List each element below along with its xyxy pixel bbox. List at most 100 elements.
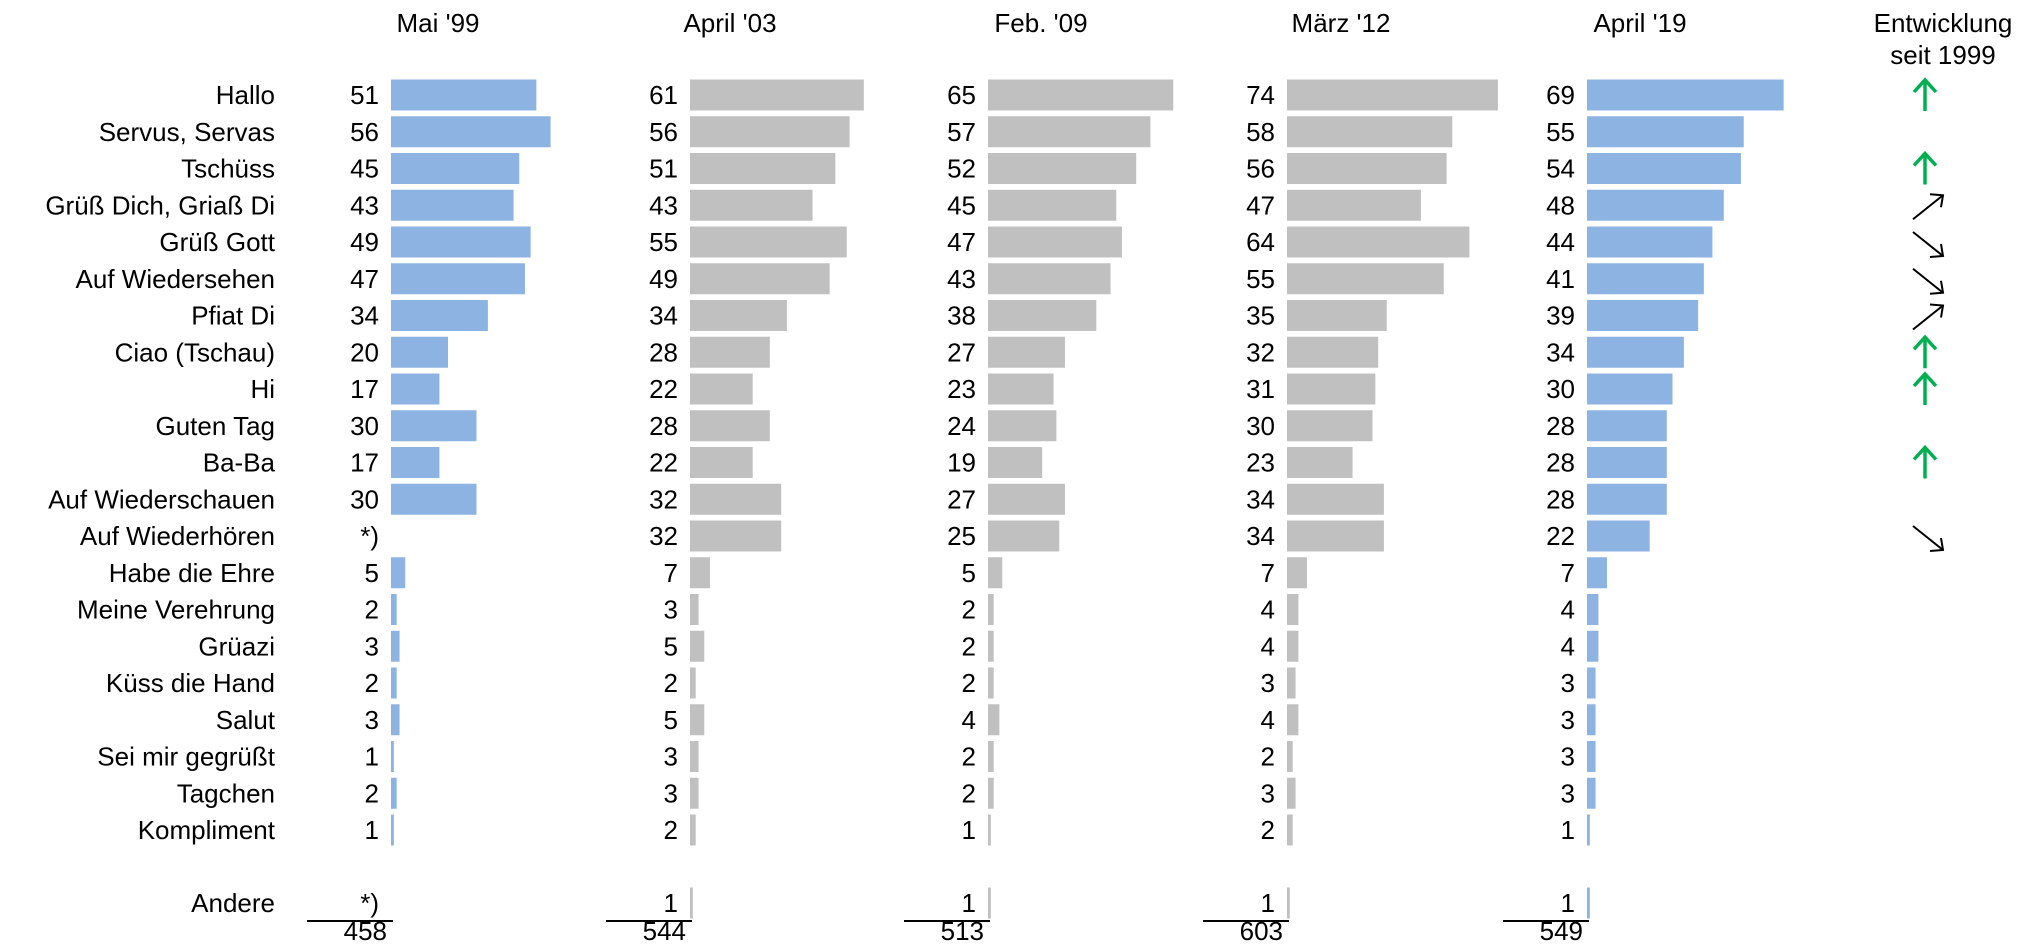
bar-other xyxy=(690,887,693,919)
value-label: 34 xyxy=(649,301,678,331)
total-value: 513 xyxy=(941,916,984,946)
bar xyxy=(690,116,850,148)
bar xyxy=(1587,520,1650,552)
bar xyxy=(988,300,1097,331)
bar xyxy=(1287,630,1299,662)
bar xyxy=(1287,300,1387,331)
value-label-other: 1 xyxy=(1561,888,1575,918)
value-label: 47 xyxy=(1246,190,1275,220)
category-label: Kompliment xyxy=(138,815,276,845)
value-label: 2 xyxy=(365,668,379,698)
bar xyxy=(988,741,994,772)
bar xyxy=(988,594,994,625)
bar xyxy=(988,557,1003,589)
value-label: 2 xyxy=(1261,815,1275,845)
value-label: 7 xyxy=(1561,558,1575,588)
bar xyxy=(1587,557,1607,589)
bar xyxy=(690,814,696,846)
value-label: 49 xyxy=(649,264,678,294)
value-label: 2 xyxy=(365,778,379,808)
bar xyxy=(1587,630,1599,662)
value-label: 56 xyxy=(350,117,379,147)
trend-arrow-up-right xyxy=(1912,304,1944,331)
bar xyxy=(988,189,1117,221)
value-label: 20 xyxy=(350,337,379,367)
value-label: 44 xyxy=(1546,227,1575,257)
value-label: 52 xyxy=(947,154,976,184)
trend-arrow-up-right-head xyxy=(1929,303,1945,318)
value-label: 3 xyxy=(1561,705,1575,735)
category-label-other: Andere xyxy=(191,888,275,918)
bar xyxy=(988,336,1065,368)
category-label: Pfiat Di xyxy=(191,301,275,331)
value-label: 4 xyxy=(1261,631,1275,661)
bar xyxy=(690,704,705,736)
bar xyxy=(1587,373,1673,405)
trend-arrow-up-right xyxy=(1912,194,1944,221)
bar xyxy=(391,263,525,295)
value-label: 5 xyxy=(962,558,976,588)
value-label: 74 xyxy=(1246,80,1275,110)
bar xyxy=(690,447,753,478)
value-label: 51 xyxy=(350,80,379,110)
bar xyxy=(391,667,397,699)
value-label: 55 xyxy=(1246,264,1275,294)
trend-arrow-down-right xyxy=(1912,231,1944,257)
total-value: 544 xyxy=(643,916,686,946)
bar xyxy=(1287,153,1447,184)
trend-header: Entwicklung seit 1999 xyxy=(1874,8,2013,70)
value-label: 34 xyxy=(1246,521,1275,551)
value-label: 35 xyxy=(1246,301,1275,331)
bar xyxy=(391,630,400,662)
series-header: März '12 xyxy=(1292,8,1391,38)
bar xyxy=(988,777,994,809)
bar xyxy=(1287,557,1307,589)
value-label: 3 xyxy=(664,595,678,625)
bar xyxy=(690,263,830,295)
series-header: April '03 xyxy=(683,8,776,38)
value-label: 2 xyxy=(664,668,678,698)
value-label: 30 xyxy=(1246,411,1275,441)
value-label: 3 xyxy=(365,631,379,661)
missing-value-mark: *) xyxy=(360,888,379,918)
bar xyxy=(690,594,699,625)
value-label: 61 xyxy=(649,80,678,110)
bar xyxy=(1287,336,1379,368)
trend-arrow-down-right-head xyxy=(1929,537,1945,552)
value-label: 27 xyxy=(947,484,976,514)
value-label: 56 xyxy=(1246,154,1275,184)
category-label: Küss die Hand xyxy=(106,668,275,698)
value-label: 58 xyxy=(1246,117,1275,147)
value-label: 4 xyxy=(962,705,976,735)
bar xyxy=(988,483,1065,515)
category-label: Tschüss xyxy=(181,154,275,184)
bar xyxy=(988,410,1057,442)
bar-other xyxy=(1287,887,1290,919)
bar xyxy=(690,667,696,699)
category-label: Servus, Servas xyxy=(99,117,275,147)
bar xyxy=(1287,447,1353,478)
category-label: Auf Wiederschauen xyxy=(48,484,275,514)
bar xyxy=(1587,263,1704,295)
value-label: 51 xyxy=(649,154,678,184)
category-label: Tagchen xyxy=(177,778,275,808)
bar xyxy=(1287,116,1453,148)
bar xyxy=(1287,814,1293,846)
bar xyxy=(391,336,448,368)
bar xyxy=(690,630,705,662)
bar xyxy=(391,704,400,736)
value-label: 4 xyxy=(1561,631,1575,661)
bar xyxy=(1287,410,1373,442)
bar-other xyxy=(1587,887,1590,919)
trend-arrow-up-head xyxy=(1912,444,1938,461)
bar xyxy=(690,557,710,589)
value-label: 3 xyxy=(1261,668,1275,698)
value-label: 2 xyxy=(962,778,976,808)
bar xyxy=(391,153,520,184)
value-label: 55 xyxy=(649,227,678,257)
value-label: 4 xyxy=(1561,595,1575,625)
value-label: 57 xyxy=(947,117,976,147)
bar xyxy=(1587,153,1741,184)
value-label: 65 xyxy=(947,80,976,110)
category-label: Meine Verehrung xyxy=(77,595,275,625)
